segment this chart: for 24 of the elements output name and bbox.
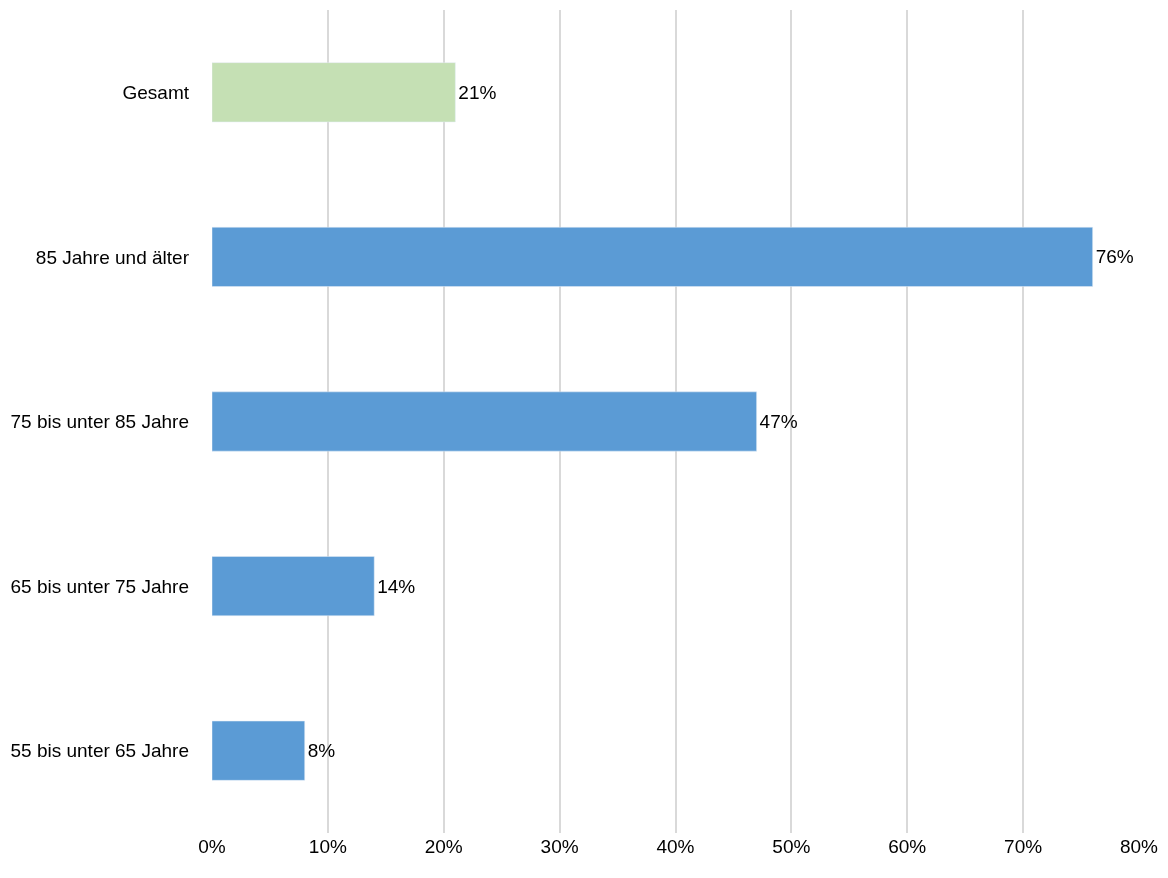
bar [212,391,757,452]
x-tick-label: 40% [656,836,695,857]
data-label: 21% [458,81,497,103]
bar [212,62,456,123]
y-tick-label: 85 Jahre und älter [35,246,190,268]
bar [212,227,1093,287]
x-tick-label: 80% [1119,836,1159,857]
y-tick-label: 65 bis unter 75 Jahre [10,575,189,597]
y-tick-label: 75 bis unter 85 Jahre [10,411,189,433]
data-label: 47% [759,411,798,432]
y-tick-label: Gesamt [122,81,190,103]
bar [212,556,375,616]
data-label: 76% [1095,246,1134,268]
bar [212,720,305,781]
x-tick-label: 20% [424,836,463,857]
data-label: 8% [307,740,336,762]
x-tick-label: 30% [540,836,579,857]
y-tick-label: 55 bis unter 65 Jahre [10,740,189,762]
data-label: 14% [377,575,416,597]
x-tick-label: 70% [1004,836,1043,857]
x-tick-label: 10% [308,836,347,857]
x-tick-label: 50% [772,836,811,857]
x-tick-label: 60% [888,836,927,857]
x-tick-label: 0% [198,836,226,857]
